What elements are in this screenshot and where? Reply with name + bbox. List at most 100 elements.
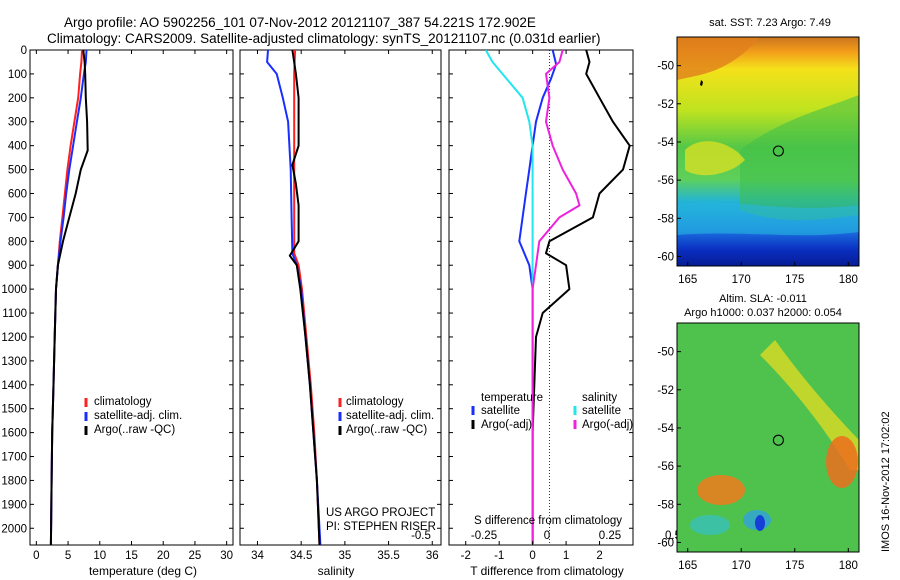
series-argo-raw-qc- xyxy=(49,50,89,545)
sla-warm-eddy-1 xyxy=(697,475,745,505)
sla-warm-eddy-2 xyxy=(826,436,858,488)
y-tick-label: 500 xyxy=(8,165,27,177)
sst-yellow-patch xyxy=(685,141,745,176)
x-tick-label: 5 xyxy=(65,550,71,562)
sst-map-title: sat. SST: 7.23 Argo: 7.49 xyxy=(709,17,831,29)
top-x-tick-label: -0.5 xyxy=(411,530,431,542)
x-tick-label: 20 xyxy=(157,550,170,562)
sla-map-title-1: Altim. SLA: -0.011 xyxy=(719,293,807,305)
sst-island xyxy=(700,80,703,86)
sst-warm-tongue xyxy=(677,37,760,80)
x-tick-label: 36 xyxy=(426,550,439,562)
difference-xlabel: T difference from climatology xyxy=(470,564,624,578)
x-tick-label: 25 xyxy=(189,550,202,562)
x-tick-label: 34.5 xyxy=(290,550,312,562)
y-tick-label: 200 xyxy=(8,93,27,105)
salinity-panel: 34 34.5 35 35.5 36 salinity climatology sate… xyxy=(239,49,442,578)
temperature-xlabel: temperature (deg C) xyxy=(89,564,197,578)
x-tick-label: 30 xyxy=(220,550,233,562)
x-tick-label: 34 xyxy=(251,550,264,562)
map-y-tick-label: -52 xyxy=(657,99,674,111)
y-tick-label: 1000 xyxy=(1,284,27,296)
legend-sal-argo-label: Argo(-adj) xyxy=(582,419,633,431)
sst-map-frame xyxy=(676,36,860,267)
sla-map-panel: Altim. SLA: -0.011 Argo h1000: 0.037 h20… xyxy=(657,293,892,572)
y-tick-label: 0 xyxy=(21,45,27,57)
x-tick-label: 1 xyxy=(563,550,569,562)
header-line-1: Argo profile: AO 5902256_101 07-Nov-2012… xyxy=(64,15,536,30)
x-tick-label: 15 xyxy=(125,550,138,562)
map-x-tick-label: 180 xyxy=(839,560,858,572)
y-tick-label: 900 xyxy=(8,260,27,272)
y-tick-label: 1700 xyxy=(1,452,27,464)
difference-panel: -2 -1 0 1 2-0.5 -0.25 0 0.25 0.5 S difference fr… xyxy=(411,49,681,578)
difference-legend: temperature satellite Argo(-adj) salinit… xyxy=(471,392,633,431)
difference-axes xyxy=(448,49,634,546)
sla-float-marker xyxy=(772,434,784,446)
map-y-tick-label: -56 xyxy=(657,175,674,187)
map-y-tick-label: -58 xyxy=(657,213,674,225)
sla-blue-spot xyxy=(755,515,765,531)
top-x-tick-label: -0.25 xyxy=(471,530,497,542)
sst-cyan-band xyxy=(677,202,859,236)
sla-map-title-2: Argo h1000: 0.037 h2000: 0.054 xyxy=(684,307,842,319)
imos-timestamp: IMOS 16-Nov-2012 17:02:02 xyxy=(880,411,892,552)
map-y-tick-label: -54 xyxy=(657,423,674,435)
header-line-2: Climatology: CARS2009. Satellite-adjuste… xyxy=(47,31,601,46)
salinity-legend: climatology satellite-adj. clim. Argo(..… xyxy=(338,396,434,436)
legend-temp-satellite-label: satellite xyxy=(481,405,520,417)
temperature-legend: climatology satellite-adj. clim. Argo(..… xyxy=(84,396,182,436)
legend-sal-satellite-label: satellite xyxy=(582,405,621,417)
y-tick-label: 600 xyxy=(8,188,27,200)
map-y-tick-label: -56 xyxy=(657,461,674,473)
map-y-tick-label: -54 xyxy=(657,137,674,149)
map-y-tick-label: -60 xyxy=(657,251,674,263)
legend-argo-label: Argo(..raw -QC) xyxy=(346,424,427,436)
legend-satellite-label: satellite-adj. clim. xyxy=(346,410,434,422)
x-tick-label: -1 xyxy=(494,550,504,562)
map-x-tick-label: 165 xyxy=(678,274,697,286)
x-tick-label: -2 xyxy=(461,550,471,562)
y-tick-label: 1500 xyxy=(1,404,27,416)
y-tick-label: 1200 xyxy=(1,332,27,344)
y-tick-label: 1900 xyxy=(1,499,27,511)
legend-salinity-heading: salinity xyxy=(582,392,617,404)
legend-temperature-heading: temperature xyxy=(481,392,543,404)
pi-annotation: PI: STEPHEN RISER xyxy=(326,521,436,533)
legend-climatology-label: climatology xyxy=(94,396,152,408)
series-argo-raw-qc- xyxy=(288,50,321,545)
y-tick-label: 300 xyxy=(8,117,27,129)
y-tick-label: 1400 xyxy=(1,380,27,392)
y-tick-label: 1100 xyxy=(2,308,27,320)
y-tick-label: 800 xyxy=(8,236,27,248)
x-tick-label: 10 xyxy=(93,550,106,562)
y-tick-label: 1300 xyxy=(1,356,27,368)
salinity-axes xyxy=(239,49,442,546)
y-tick-label: 400 xyxy=(8,141,27,153)
map-x-tick-label: 180 xyxy=(839,274,858,286)
sla-cyan-patch xyxy=(690,515,730,535)
y-tick-label: 700 xyxy=(8,212,27,224)
y-tick-label: 1800 xyxy=(1,475,27,487)
sst-green-patch xyxy=(740,95,859,220)
sst-float-marker xyxy=(772,145,784,157)
legend-satellite-label: satellite-adj. clim. xyxy=(94,410,182,422)
difference-top-xlabel: S difference from climatology xyxy=(474,515,622,527)
legend-argo-label: Argo(..raw -QC) xyxy=(94,424,175,436)
series-salinity-argo-adj- xyxy=(531,50,581,545)
map-x-tick-label: 170 xyxy=(732,274,751,286)
x-tick-label: 0 xyxy=(33,550,39,562)
map-x-tick-label: 175 xyxy=(785,274,804,286)
map-x-tick-label: 165 xyxy=(678,560,697,572)
map-y-tick-label: -50 xyxy=(657,61,674,73)
legend-climatology-label: climatology xyxy=(346,396,404,408)
x-tick-label: 2 xyxy=(596,550,602,562)
temperature-panel: 0100200300400500600700800900100011001200… xyxy=(1,45,234,578)
salinity-xlabel: salinity xyxy=(318,564,355,578)
sst-map-panel: sat. SST: 7.23 Argo: 7.49 165 170 175 180 -5… xyxy=(657,17,860,286)
sla-map-frame xyxy=(676,322,860,553)
x-tick-label: 35 xyxy=(338,550,351,562)
series-temperature-argo-adj- xyxy=(531,50,631,545)
temperature-axes xyxy=(29,49,234,546)
